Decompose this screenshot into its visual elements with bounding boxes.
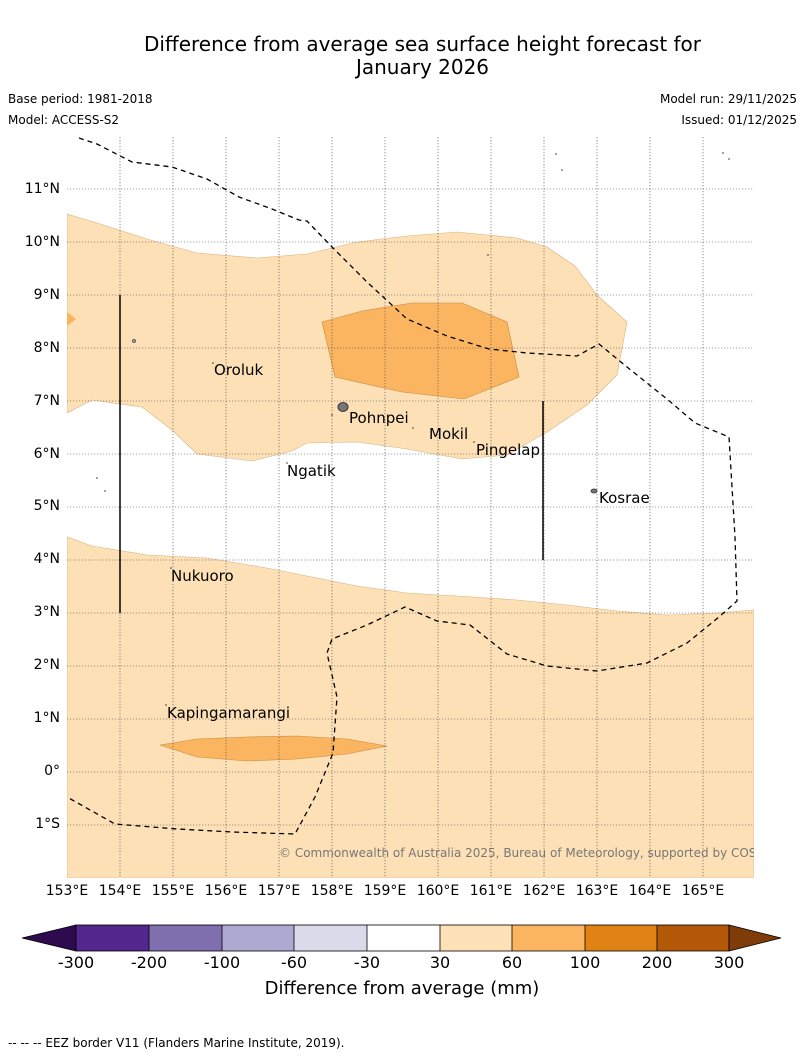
lon-label: 159°E: [363, 883, 407, 899]
colorbar-swatch: [585, 925, 657, 951]
colorbar-tick: -30: [353, 953, 381, 972]
lat-label: 4°N: [33, 551, 60, 567]
lon-label: 157°E: [257, 883, 301, 899]
lat-label: 9°N: [33, 287, 60, 303]
colorbar-tick: 30: [429, 953, 451, 972]
colorbar-tick: -100: [203, 953, 241, 972]
colorbar-swatch: [76, 925, 149, 951]
copyright-notice: © Commonwealth of Australia 2025, Bureau…: [279, 846, 754, 860]
colorbar-tick: -200: [130, 953, 168, 972]
sea-surface-map: Oroluk Pohnpei Mokil Pingelap Ngatik Kos…: [67, 137, 754, 878]
anomaly-region-pohnpei: [321, 302, 520, 400]
colorbar-swatch: [440, 925, 512, 951]
lat-label: 7°N: [33, 393, 60, 409]
colorbar-swatch: [222, 925, 294, 951]
lat-label: 2°N: [33, 657, 60, 673]
anomaly-region-kapinga: [159, 735, 388, 762]
lat-label: 0°: [44, 763, 60, 779]
lon-label: 160°E: [416, 883, 460, 899]
lat-label: 1°S: [35, 816, 60, 832]
graticule: [67, 137, 754, 878]
lat-label: 5°N: [33, 498, 60, 514]
colorbar-tick: 200: [641, 953, 673, 972]
kosrae-island: [590, 488, 598, 494]
colorbar-swatch: [294, 925, 367, 951]
place-ngatik: Ngatik: [287, 462, 336, 480]
title-line-2: January 2026: [355, 55, 490, 79]
lon-label: 155°E: [151, 883, 195, 899]
lon-label: 163°E: [575, 883, 619, 899]
colorbar-tick: 60: [501, 953, 523, 972]
chart-title: Difference from average sea surface heig…: [0, 33, 804, 79]
colorbar: [22, 924, 782, 952]
small-islet: [132, 339, 136, 343]
place-kapingamarangi: Kapingamarangi: [167, 704, 290, 722]
colorbar-swatch: [512, 925, 585, 951]
lon-label: 161°E: [469, 883, 513, 899]
lat-label: 1°N: [33, 710, 60, 726]
colorbar-tick: -300: [57, 953, 95, 972]
title-line-1: Difference from average sea surface heig…: [143, 32, 702, 56]
place-nukuoro: Nukuoro: [171, 567, 234, 585]
colorbar-tick: 300: [713, 953, 745, 972]
lon-label: 156°E: [204, 883, 248, 899]
colorbar-swatch: [657, 925, 729, 951]
base-period: Base period: 1981-2018: [8, 92, 153, 106]
eez-borders: [67, 137, 738, 835]
lat-label: 10°N: [24, 234, 60, 250]
lat-label: 8°N: [33, 340, 60, 356]
lon-label: 154°E: [98, 883, 142, 899]
model-name: Model: ACCESS-S2: [8, 113, 120, 127]
model-run: Model run: 29/11/2025: [659, 92, 797, 106]
place-oroluk: Oroluk: [214, 361, 263, 379]
colorbar-extend-high: [728, 924, 782, 952]
lat-label: 11°N: [24, 181, 60, 197]
eez-legend-note: -- -- -- EEZ border V11 (Flanders Marine…: [8, 1036, 345, 1050]
place-pingelap: Pingelap: [476, 441, 540, 459]
lon-label: 164°E: [628, 883, 672, 899]
place-kosrae: Kosrae: [599, 489, 650, 507]
colorbar-extend-low: [22, 924, 77, 952]
atoll-markers: [96, 152, 730, 706]
colorbar-label: Difference from average (mm): [264, 978, 540, 999]
colorbar-swatch: [367, 925, 440, 951]
place-pohnpei: Pohnpei: [349, 409, 409, 427]
lon-label: 165°E: [681, 883, 725, 899]
pohnpei-island: [337, 402, 349, 412]
colorbar-tick: 100: [569, 953, 601, 972]
lon-label: 153°E: [45, 883, 89, 899]
issued-date: Issued: 01/12/2025: [681, 113, 797, 127]
anomaly-region-south: [67, 536, 754, 878]
colorbar-swatch: [149, 925, 222, 951]
anomaly-region-west-edge: [67, 312, 76, 326]
colorbar-tick: -60: [280, 953, 308, 972]
lon-label: 158°E: [310, 883, 354, 899]
lat-label: 3°N: [33, 604, 60, 620]
place-mokil: Mokil: [429, 425, 468, 443]
lat-label: 6°N: [33, 446, 60, 462]
lon-label: 162°E: [522, 883, 566, 899]
